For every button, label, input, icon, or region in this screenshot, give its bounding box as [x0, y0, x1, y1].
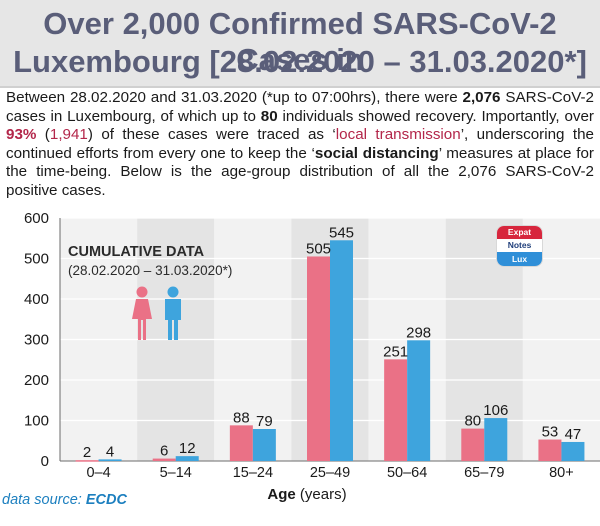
data-label-female: 251 [383, 343, 408, 360]
y-tick-label: 300 [24, 332, 49, 349]
bar-female [75, 460, 99, 462]
x-tick-label: 50–64 [387, 465, 427, 481]
x-tick-label: 5–14 [160, 465, 192, 481]
data-label-female: 2 [83, 444, 91, 461]
local-count-value: 1,941 [49, 126, 88, 144]
bar-female [461, 428, 485, 461]
data-label-male: 47 [565, 426, 582, 443]
intro-text-2: SARS-CoV-2 cases in Luxembourg, of which… [6, 89, 594, 125]
bar-female [229, 425, 253, 461]
bar-male [484, 418, 508, 461]
x-axis-label-bold: Age [267, 486, 295, 503]
intro-text-1: Between 28.02.2020 and 31.03.2020 (*up t… [6, 89, 463, 106]
data-source-prefix: data source: [2, 492, 86, 508]
y-tick-label: 400 [24, 291, 49, 308]
bar-female [538, 439, 562, 461]
y-tick-label: 200 [24, 372, 49, 389]
recovered-value: 80 [260, 107, 278, 125]
local-transmission-term: local transmission [335, 126, 461, 144]
data-label-female: 80 [464, 413, 481, 430]
x-tick-label: 65–79 [464, 465, 504, 481]
logo-line-2: Notes [497, 239, 542, 252]
x-tick-label: 15–24 [233, 465, 273, 481]
title-banner: Over 2,000 Confirmed SARS-CoV-2 Cases in… [0, 0, 600, 88]
x-tick-label: 0–4 [86, 465, 110, 481]
local-percent-value: 93% [6, 126, 37, 144]
intro-text-6: ’, underscoring the continued efforts fr… [6, 126, 594, 162]
x-tick-label: 25–49 [310, 465, 350, 481]
bar-female [307, 256, 330, 461]
data-label-female: 6 [160, 443, 168, 460]
total-cases-value: 2,076 [462, 89, 501, 106]
logo-line-3: Lux [497, 252, 542, 266]
data-label-female: 505 [306, 240, 331, 257]
data-label-female: 53 [542, 424, 559, 441]
x-tick-label: 80+ [549, 465, 574, 481]
y-tick-label: 500 [24, 251, 49, 268]
data-label-female: 88 [233, 409, 250, 426]
page-title-line-1: Over 2,000 Confirmed SARS-CoV-2 Cases in [43, 6, 557, 77]
y-tick-label: 100 [24, 413, 49, 430]
y-tick-label: 600 [24, 212, 49, 227]
chart-annotation-title: CUMULATIVE DATA [68, 244, 205, 260]
bar-male [407, 340, 431, 461]
chart-area: 0 100 200 300 400 500 600 2 4 6 12 88 79 505 545 251 29… [0, 210, 600, 521]
data-label-male: 12 [179, 440, 196, 457]
intro-text-4: ( [36, 126, 50, 144]
bar-male [252, 429, 276, 461]
logo-line-1: Expat [497, 226, 542, 239]
chart-annotation-subtitle: (28.02.2020 – 31.03.2020*) [68, 263, 232, 278]
data-source: data source: ECDC [2, 492, 127, 508]
data-label-male: 79 [256, 413, 273, 430]
y-tick-label: 0 [41, 453, 49, 470]
bar-female [384, 359, 408, 461]
data-label-male: 4 [106, 443, 114, 460]
bar-male [561, 441, 585, 461]
social-distancing-term: social distancing [314, 144, 439, 162]
data-source-name: ECDC [85, 492, 127, 508]
data-label-male: 545 [329, 224, 354, 241]
bar-male [175, 456, 199, 461]
bar-male [330, 240, 353, 461]
data-label-male: 106 [483, 402, 508, 419]
female-icon [132, 286, 152, 340]
expat-notes-lux-logo: Expat Notes Lux [497, 226, 542, 266]
intro-text-7: ’ measures at place for the time-being. … [6, 144, 594, 199]
male-icon [165, 286, 181, 340]
intro-paragraph: Between 28.02.2020 and 31.03.2020 (*up t… [6, 89, 594, 201]
intro-text-3: individuals showed recovery. Importantly… [277, 107, 594, 125]
bar-male [98, 459, 122, 461]
x-axis-label-rest: (years) [296, 486, 347, 503]
intro-text-5: ) of these cases were traced as ‘ [87, 126, 336, 144]
bar-female [152, 458, 176, 461]
page-title-line-2: Luxembourg [28.02.2020 – 31.03.2020*] [13, 44, 587, 79]
data-label-male: 298 [406, 324, 431, 341]
x-axis-label: Age (years) [267, 486, 346, 503]
